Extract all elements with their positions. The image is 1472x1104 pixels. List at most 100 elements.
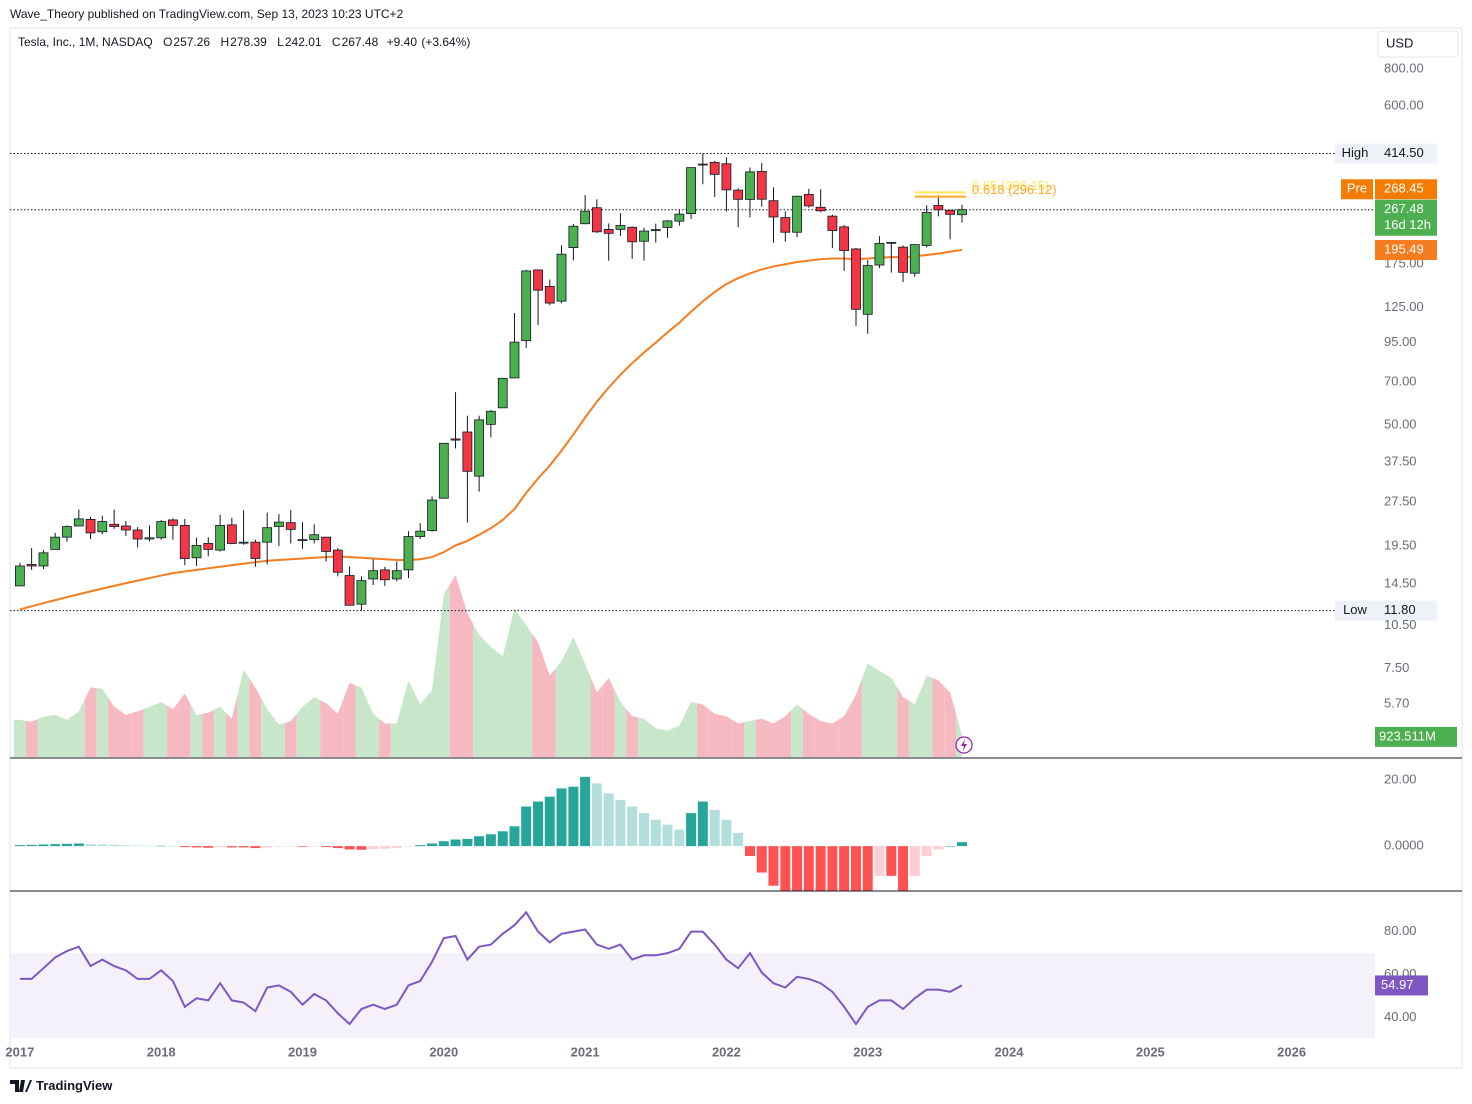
volume-area xyxy=(355,685,368,757)
volume-area xyxy=(214,706,226,757)
symbol-title: Tesla, Inc., 1M, NASDAQ xyxy=(18,35,153,49)
macd-bar xyxy=(898,846,909,891)
volume-area xyxy=(84,687,97,757)
candle-body xyxy=(839,226,850,251)
candle-body xyxy=(627,226,638,243)
volume-area xyxy=(708,709,721,757)
macd-bar xyxy=(132,845,143,847)
candle-body xyxy=(803,194,814,207)
volume-area xyxy=(284,713,297,757)
y-tick-label: 50.00 xyxy=(1384,417,1417,432)
y-tick-label: 7.50 xyxy=(1384,660,1409,675)
volume-area xyxy=(61,715,73,757)
legend-value: 257.26 xyxy=(173,35,211,49)
macd-bar xyxy=(721,819,732,847)
macd-bar xyxy=(356,846,367,850)
candle-body xyxy=(297,539,308,542)
candle-body xyxy=(674,213,685,222)
macd-bar xyxy=(415,845,426,847)
candle-body xyxy=(97,521,108,533)
macd-bar xyxy=(803,846,814,891)
volume-area xyxy=(437,584,450,757)
volume-area xyxy=(897,687,909,757)
y-tick-label: 70.00 xyxy=(1384,373,1417,388)
volume-area xyxy=(802,709,815,757)
candle-body xyxy=(615,225,626,230)
candle-body xyxy=(191,545,202,559)
macd-bar xyxy=(697,801,708,847)
macd-bar xyxy=(462,838,473,847)
candle-body xyxy=(650,229,661,232)
volume-area xyxy=(308,697,321,757)
volume-area xyxy=(755,718,768,757)
candle-body xyxy=(168,519,178,526)
macd-bar xyxy=(709,809,720,847)
ma-label-box xyxy=(1375,240,1437,261)
volume-area xyxy=(579,650,591,757)
macd-bar xyxy=(662,824,673,847)
level-name-box xyxy=(1335,143,1375,164)
legend-value: 278.39 xyxy=(230,35,267,49)
level-name: High xyxy=(1342,145,1369,160)
macd-bar xyxy=(544,796,555,847)
y-tick-label: 80.00 xyxy=(1384,923,1417,938)
x-tick-label: 2025 xyxy=(1136,1044,1165,1059)
macd-bar xyxy=(297,846,308,847)
candle-body xyxy=(109,523,120,527)
volume-area xyxy=(320,700,332,757)
volume-area xyxy=(190,704,203,757)
volume-area xyxy=(473,624,485,757)
level-value: 414.50 xyxy=(1384,145,1424,160)
macd-bar xyxy=(14,845,25,847)
macd-bar xyxy=(203,846,214,848)
volume-area xyxy=(449,575,462,757)
x-tick-label: 2026 xyxy=(1277,1044,1306,1059)
candle-body xyxy=(415,530,426,537)
candle-body xyxy=(285,522,296,530)
volume-area xyxy=(661,728,674,757)
candle-body xyxy=(427,499,437,531)
candle-body xyxy=(403,536,414,571)
legend-value: 242.01 xyxy=(284,35,322,49)
volume-area xyxy=(814,717,827,757)
x-tick-label: 2021 xyxy=(571,1044,600,1059)
candle-body xyxy=(344,575,355,606)
macd-bar xyxy=(591,783,602,847)
macd-bar xyxy=(839,846,850,891)
last-price: 267.48 xyxy=(1384,201,1424,216)
volume-area xyxy=(873,667,886,757)
macd-bar xyxy=(485,834,496,847)
candle-body xyxy=(450,438,461,441)
y-tick-label: 14.50 xyxy=(1384,576,1417,591)
volume-area xyxy=(744,719,756,757)
candle-body xyxy=(745,171,755,200)
macd-bar xyxy=(109,844,120,847)
x-tick-label: 2020 xyxy=(429,1044,458,1059)
macd-bar xyxy=(262,846,273,848)
macd-bar xyxy=(61,843,72,847)
candle-body xyxy=(591,207,602,233)
candle-body xyxy=(933,205,944,211)
legend: Tesla, Inc., 1M, NASDAQ O257.26 H278.39 … xyxy=(18,35,471,49)
legend-change: +9.40 xyxy=(386,35,417,49)
y-tick-label: 800.00 xyxy=(1384,60,1424,75)
macd-bar xyxy=(956,842,967,847)
macd-bar xyxy=(945,846,956,847)
candle-body xyxy=(438,442,449,499)
y-tick-label: 40.00 xyxy=(1384,1009,1417,1024)
volume-area xyxy=(49,714,62,757)
currency-box xyxy=(1377,30,1459,58)
candle-body xyxy=(697,163,708,166)
volume-area xyxy=(720,715,733,757)
chart-frame xyxy=(9,27,1463,1069)
candle-body xyxy=(851,248,861,310)
candle-body xyxy=(132,529,143,540)
volume-area xyxy=(944,686,957,757)
macd-bar xyxy=(674,829,685,847)
candle-body xyxy=(215,525,226,551)
macd-bar xyxy=(874,846,885,876)
candle-body xyxy=(945,209,955,215)
y-tick-label: 19.50 xyxy=(1384,538,1417,553)
rsi-band xyxy=(10,953,1375,1038)
candle-body xyxy=(14,565,25,587)
